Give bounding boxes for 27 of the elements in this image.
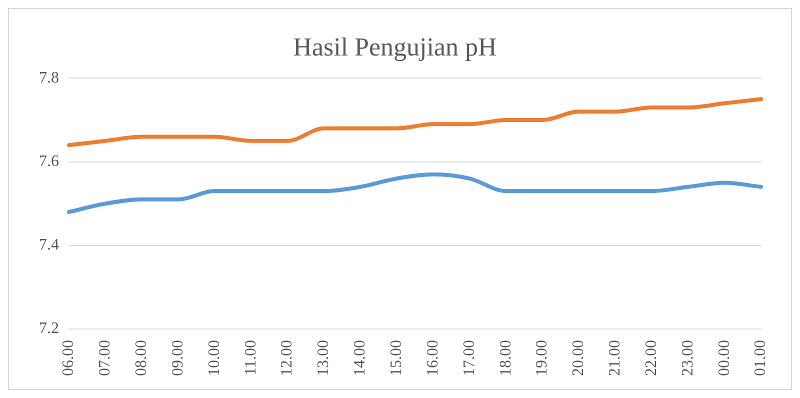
x-tick-label: 11.00 [242, 340, 260, 376]
y-tick-label: 7.2 [39, 320, 59, 338]
x-tick-label: 19.00 [534, 340, 551, 376]
x-tick-label: 12.00 [278, 340, 296, 376]
x-tick-label: 17.00 [460, 340, 478, 376]
chart-title: Hasil Pengujian pH [293, 32, 498, 62]
line-series [67, 172, 763, 214]
x-tick-label: 15.00 [388, 340, 405, 376]
x-tick-label: 13.00 [315, 340, 332, 376]
x-tick-label: 09.00 [169, 340, 186, 376]
y-tick-label: 7.6 [39, 153, 59, 170]
x-tick-label: 20.00 [570, 340, 588, 376]
x-tick-label: 06.00 [60, 340, 78, 376]
x-tick-label: 00.00 [716, 340, 733, 376]
x-tick-label: 14.00 [352, 340, 369, 376]
x-tick-label: 10.00 [206, 340, 223, 376]
x-tick-label: 01.00 [752, 340, 770, 376]
x-tick-label: 21.00 [606, 340, 624, 376]
y-tick-label: 7.8 [39, 69, 59, 86]
x-tick-label: 22.00 [642, 340, 660, 376]
x-tick-label: 23.00 [679, 340, 696, 376]
x-tick-label: 18.00 [497, 340, 514, 376]
y-tick-label: 7.4 [39, 236, 59, 254]
x-tick-label: 16.00 [424, 340, 442, 376]
x-tick-label: 08.00 [133, 340, 150, 376]
x-tick-label: 07.00 [96, 340, 114, 376]
line-series [67, 97, 763, 148]
